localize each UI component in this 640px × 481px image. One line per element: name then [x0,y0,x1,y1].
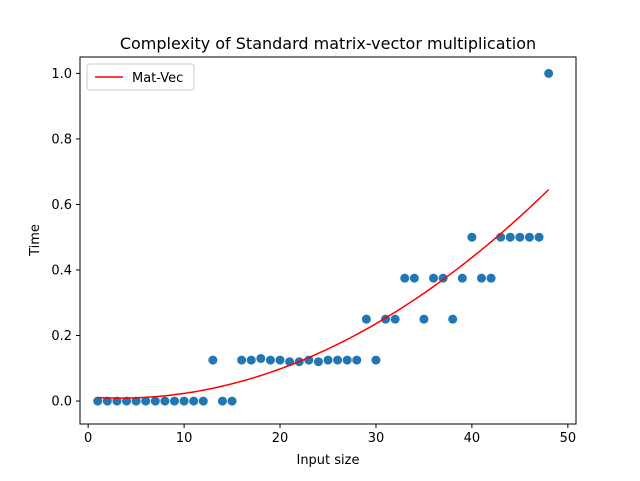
data-point [198,396,208,406]
x-tick-label: 20 [272,431,289,446]
y-tick-label: 1.0 [51,67,72,82]
x-axis-label: Input size [296,453,359,468]
data-point [524,232,534,242]
x-tick-label: 0 [84,431,92,446]
data-point [457,273,467,283]
data-point [265,355,275,365]
x-tick-label: 10 [176,431,193,446]
data-point [275,355,285,365]
data-point [534,232,544,242]
data-point [256,353,266,363]
data-point [352,355,362,365]
data-point [102,396,112,406]
data-point [390,314,400,324]
data-point [169,396,179,406]
data-point [361,314,371,324]
y-tick-label: 0.4 [51,263,72,278]
x-tick-label: 50 [560,431,577,446]
y-axis-ticks: 0.0 0.2 0.4 0.6 0.8 1.0 [51,67,80,410]
data-point [217,396,227,406]
data-layer [93,68,554,406]
data-point [323,355,333,365]
data-point [333,355,343,365]
data-point [227,396,237,406]
legend-box [86,63,195,91]
y-tick-label: 0.2 [51,329,72,344]
data-point [150,396,160,406]
data-point [313,357,323,367]
x-tick-label: 40 [464,431,481,446]
fit-line-mat-vec [97,189,550,399]
data-point [371,355,381,365]
data-point [467,232,477,242]
data-point [419,314,429,324]
chart-title: Complexity of Standard matrix-vector mul… [120,34,536,53]
data-point [505,232,515,242]
data-point [189,396,199,406]
y-tick-label: 0.8 [51,132,72,147]
data-point [342,355,352,365]
data-point [131,396,141,406]
x-tick-label: 30 [368,431,385,446]
legend: Mat-Vec [86,63,195,91]
y-tick-label: 0.6 [51,198,72,213]
data-point [208,355,218,365]
y-axis-label: Time [28,224,43,257]
data-point [179,396,189,406]
x-axis-ticks: 0 10 20 30 40 50 [84,424,576,446]
data-point [246,355,256,365]
data-point [409,273,419,283]
data-point [477,273,487,283]
data-point [160,396,170,406]
plot-frame [79,56,577,425]
legend-label: Mat-Vec [132,71,183,86]
data-point [544,68,554,78]
data-point [93,396,103,406]
data-point [400,273,410,283]
data-point [141,396,151,406]
data-point [429,273,439,283]
data-point [515,232,525,242]
data-point [448,314,458,324]
data-point [486,273,496,283]
y-tick-label: 0.0 [51,395,72,410]
data-point [237,355,247,365]
